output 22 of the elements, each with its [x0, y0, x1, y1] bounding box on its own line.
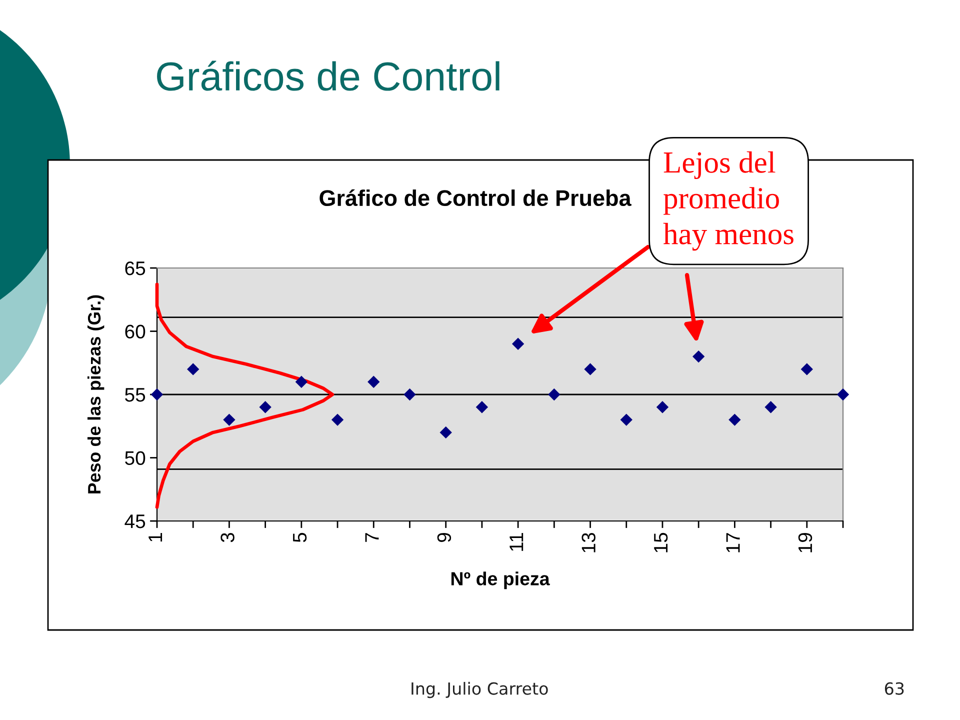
x-tick-label: 9 — [437, 533, 452, 542]
y-tick-label: 45 — [124, 514, 146, 528]
x-tick-label: 11 — [510, 533, 524, 551]
y-tick-label: 65 — [125, 261, 146, 276]
text: Ing. Julio Carreto — [412, 682, 548, 698]
text: 63 — [884, 682, 904, 695]
chart-subtitle: Gráfico de Control de Prueba — [320, 189, 632, 206]
x-tick-label: 5 — [293, 532, 307, 542]
text: Lejos del promedio hay menos — [663, 151, 794, 251]
x-tick-label: 3 — [220, 532, 234, 542]
y-tick-label: 60 — [125, 324, 146, 338]
x-tick-label: 19 — [798, 533, 812, 552]
x-tick-label: 7 — [365, 533, 379, 542]
x-tick-label: 13 — [582, 532, 596, 552]
x-axis-title: Nº de pieza — [451, 572, 550, 590]
y-tick-label: 55 — [125, 388, 146, 402]
chart-title: Gráficos de Control — [157, 60, 500, 91]
x-tick-label: 17 — [726, 533, 740, 552]
x-tick-label: 1 — [148, 533, 162, 542]
y-axis-title: Peso de las piezas (Gr.) — [87, 295, 104, 494]
y-tick-label: 50 — [125, 451, 146, 465]
x-tick-label: 15 — [654, 532, 668, 552]
